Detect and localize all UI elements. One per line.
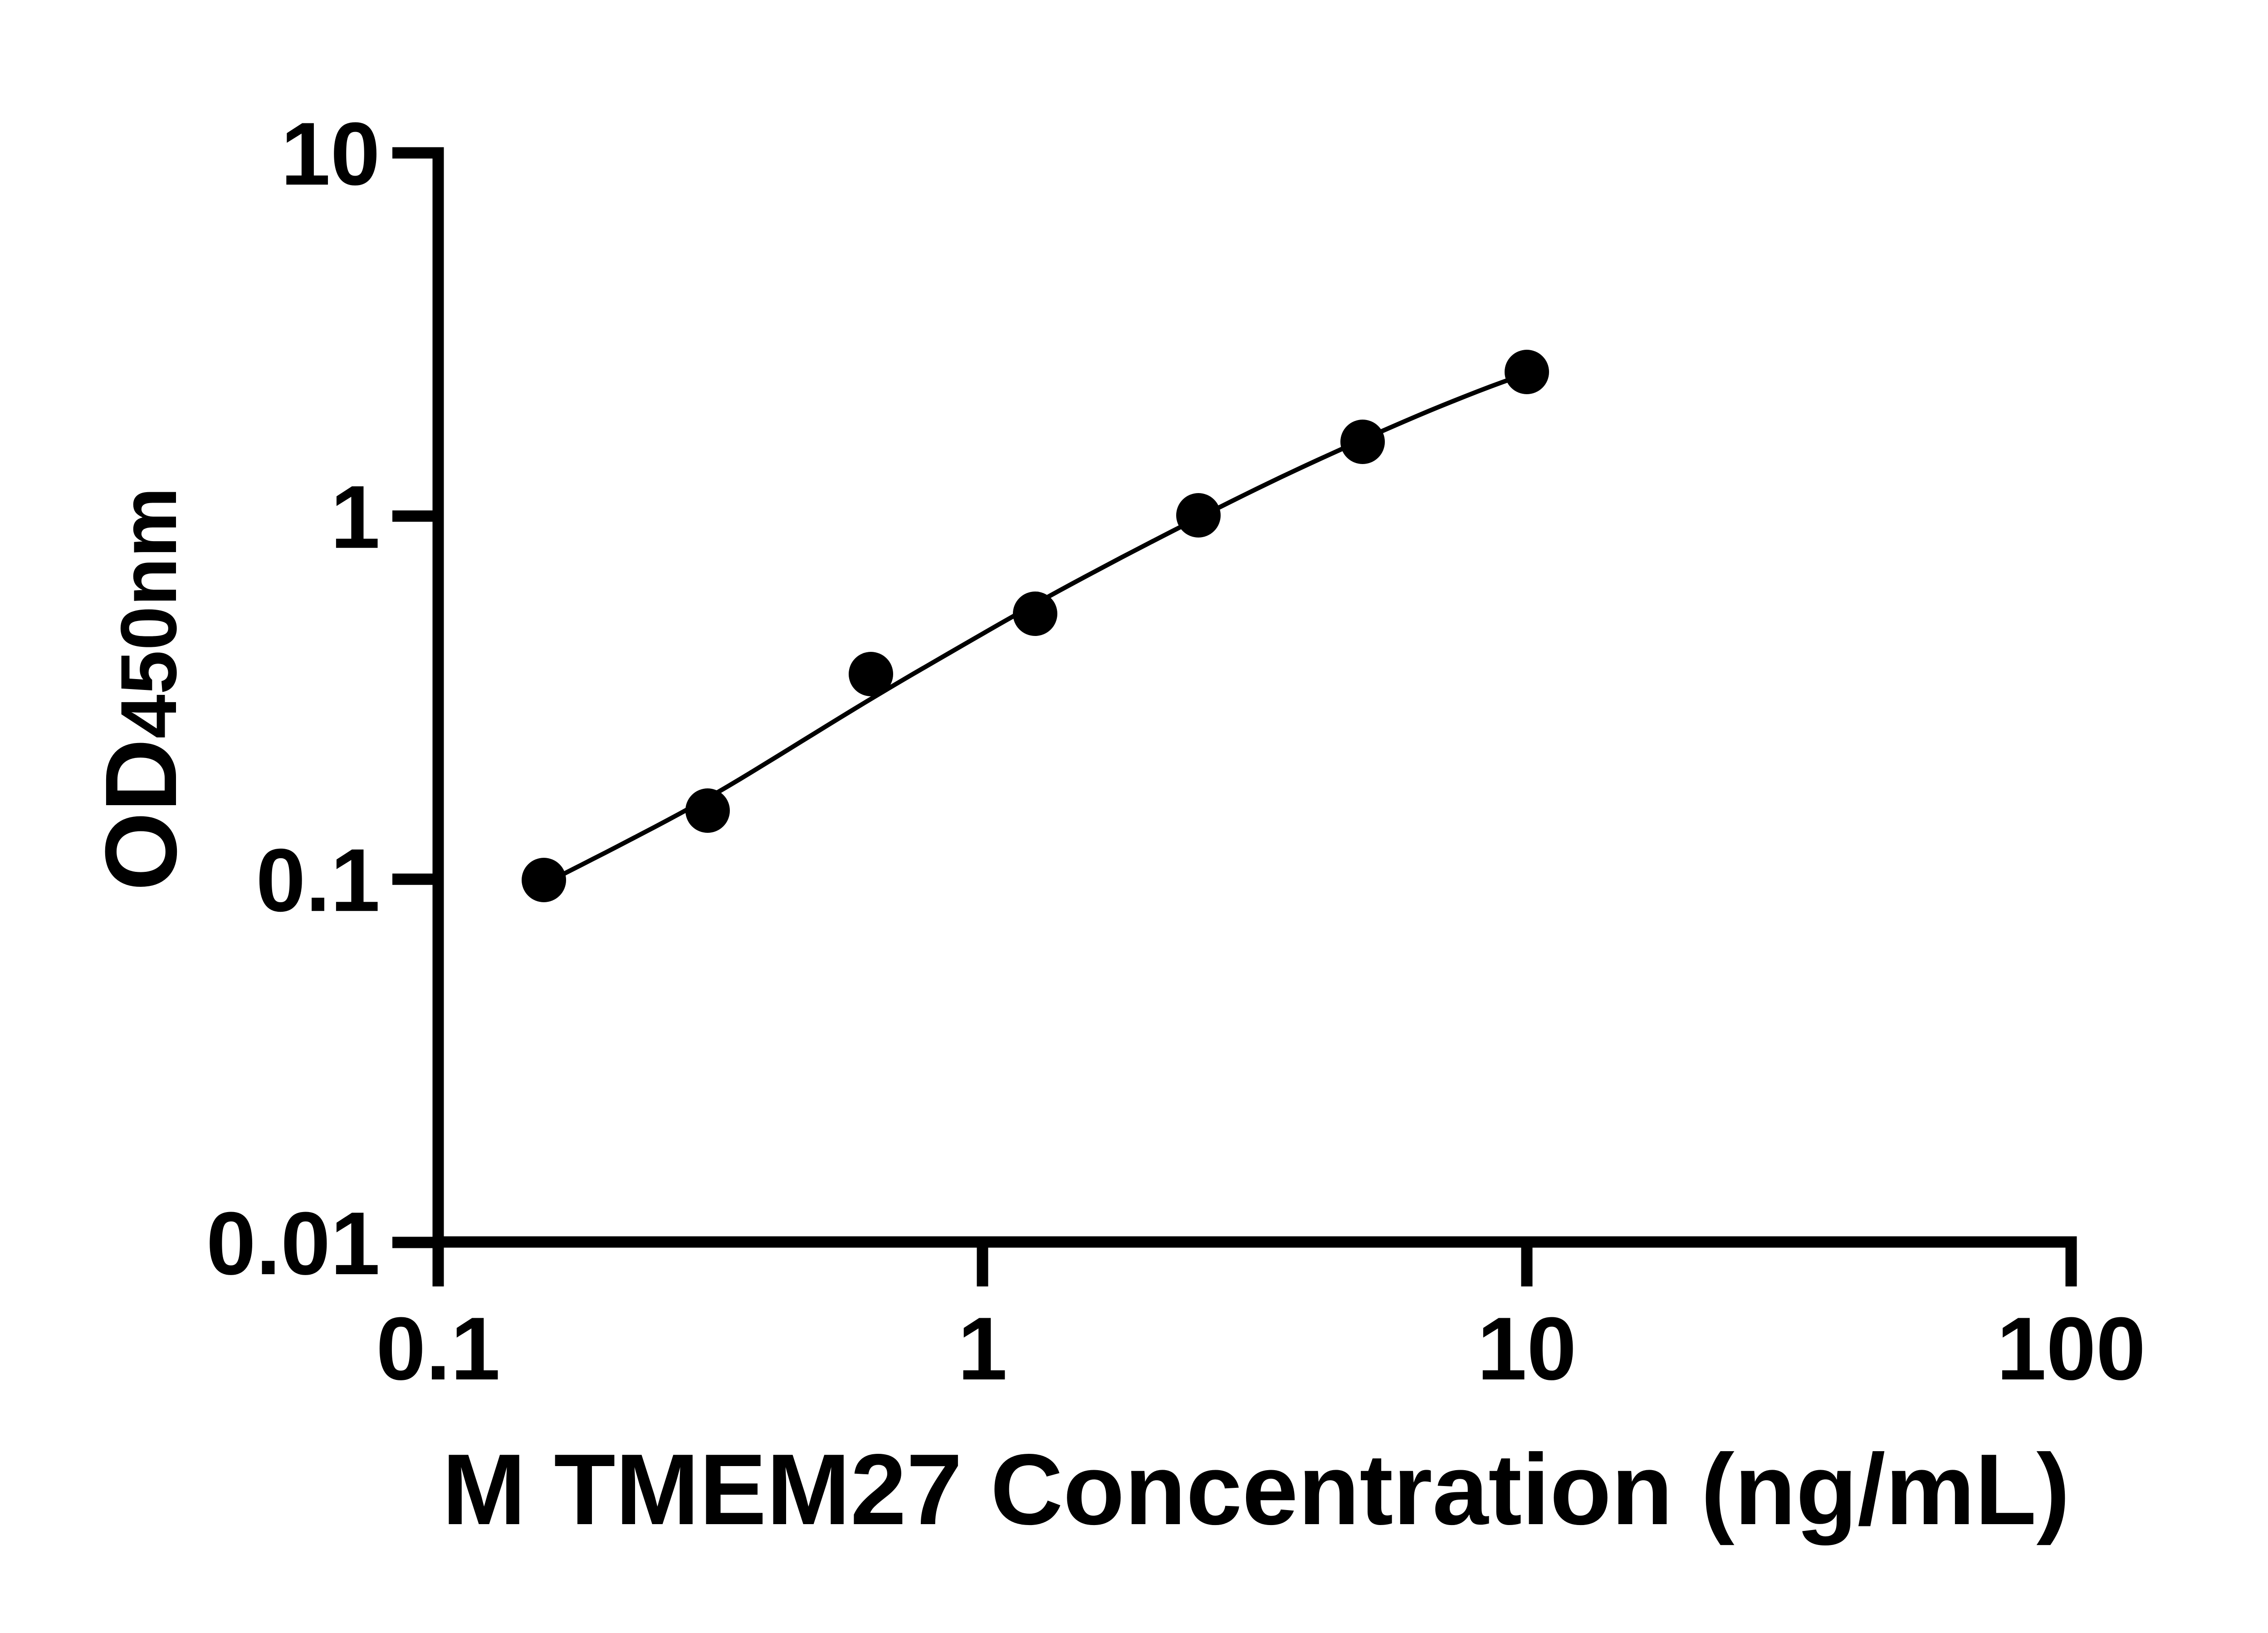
svg-text:0.1: 0.1 — [376, 1299, 500, 1398]
svg-text:10: 10 — [1477, 1299, 1576, 1398]
svg-text:0.1: 0.1 — [256, 830, 380, 930]
svg-text:1: 1 — [958, 1299, 1007, 1398]
svg-text:0.01: 0.01 — [206, 1193, 380, 1293]
svg-text:1: 1 — [330, 467, 380, 567]
svg-text:100: 100 — [1997, 1299, 2146, 1398]
svg-text:10: 10 — [281, 104, 380, 204]
svg-text:M TMEM27 Concentration (ng/mL): M TMEM27 Concentration (ng/mL) — [442, 1433, 2070, 1546]
